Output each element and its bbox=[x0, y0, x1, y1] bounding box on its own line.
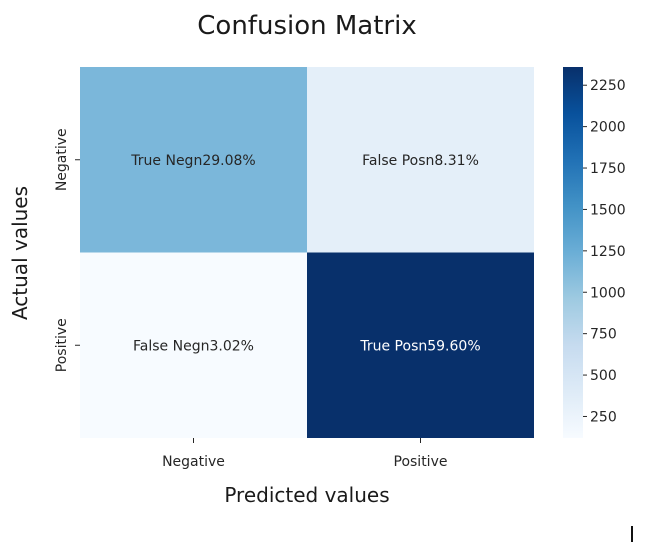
colorbar-ticks: 250 500 750 1000 1250 1500 1750 2000 2250 bbox=[583, 78, 626, 425]
cell-label-actual-negative-predicted-positive: False Posn8.31% bbox=[362, 153, 479, 169]
colorbar-tick-label: 1500 bbox=[590, 202, 626, 218]
colorbar-tick-label: 1750 bbox=[590, 161, 626, 177]
cell-actual-positive-predicted-positive bbox=[307, 252, 534, 438]
y-axis-ticks: Negative Positive bbox=[54, 128, 80, 372]
heatmap-cell-labels: True Negn29.08% False Posn8.31% False Negn… bbox=[130, 153, 480, 355]
colorbar-tick-label: 1000 bbox=[590, 285, 626, 301]
chart-title: Confusion Matrix bbox=[197, 11, 416, 41]
y-tick-label: Positive bbox=[54, 318, 70, 372]
text-cursor bbox=[631, 526, 633, 542]
x-axis-label: Predicted values bbox=[224, 483, 389, 507]
cell-actual-negative-predicted-positive bbox=[307, 67, 534, 253]
colorbar bbox=[563, 67, 583, 438]
colorbar-tick-label: 750 bbox=[590, 327, 617, 343]
colorbar-tick-label: 2250 bbox=[590, 78, 626, 94]
cell-actual-negative-predicted-negative bbox=[80, 67, 307, 253]
heatmap-cells bbox=[80, 67, 534, 438]
y-tick-label: Negative bbox=[54, 128, 70, 191]
cell-label-actual-positive-predicted-negative: False Negn3.02% bbox=[133, 338, 254, 354]
x-tick-label: Negative bbox=[162, 454, 225, 470]
cell-actual-positive-predicted-negative bbox=[80, 252, 307, 438]
colorbar-tick-label: 2000 bbox=[590, 120, 626, 136]
colorbar-tick-label: 250 bbox=[590, 409, 617, 425]
colorbar-tick-label: 500 bbox=[590, 368, 617, 384]
colorbar-tick-label: 1250 bbox=[590, 244, 626, 260]
x-axis-ticks: Negative Positive bbox=[162, 438, 447, 470]
y-axis-label: Actual values bbox=[8, 186, 32, 320]
cell-label-actual-positive-predicted-positive: True Posn59.60% bbox=[359, 338, 480, 354]
x-tick-label: Positive bbox=[394, 454, 448, 470]
cell-label-actual-negative-predicted-negative: True Negn29.08% bbox=[130, 153, 255, 169]
